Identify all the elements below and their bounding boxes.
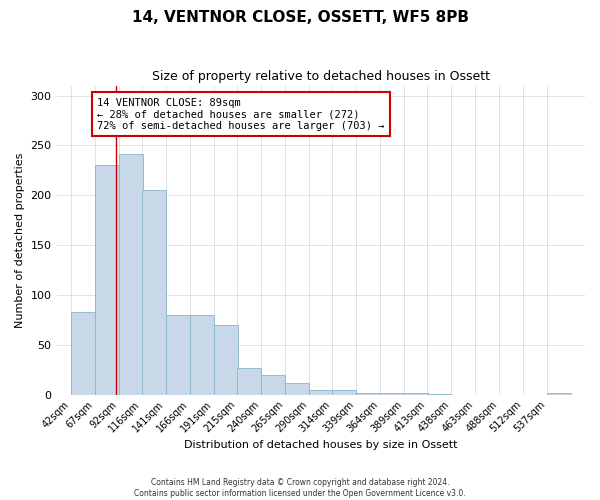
Text: 14 VENTNOR CLOSE: 89sqm
← 28% of detached houses are smaller (272)
72% of semi-d: 14 VENTNOR CLOSE: 89sqm ← 28% of detache… <box>97 98 385 130</box>
Bar <box>380 392 404 394</box>
Bar <box>214 325 238 394</box>
Bar <box>166 315 190 394</box>
Bar <box>309 390 333 394</box>
Bar <box>237 368 261 394</box>
Bar <box>356 392 380 394</box>
Text: 14, VENTNOR CLOSE, OSSETT, WF5 8PB: 14, VENTNOR CLOSE, OSSETT, WF5 8PB <box>131 10 469 25</box>
Y-axis label: Number of detached properties: Number of detached properties <box>15 152 25 328</box>
Bar <box>332 390 356 394</box>
Bar <box>261 374 285 394</box>
Bar <box>404 392 428 394</box>
Text: Contains HM Land Registry data © Crown copyright and database right 2024.
Contai: Contains HM Land Registry data © Crown c… <box>134 478 466 498</box>
Bar <box>71 312 95 394</box>
Bar <box>547 392 571 394</box>
Bar <box>119 154 143 394</box>
Bar <box>190 315 214 394</box>
Title: Size of property relative to detached houses in Ossett: Size of property relative to detached ho… <box>152 70 490 83</box>
Bar <box>285 382 309 394</box>
Bar <box>142 190 166 394</box>
X-axis label: Distribution of detached houses by size in Ossett: Distribution of detached houses by size … <box>184 440 458 450</box>
Bar <box>95 166 119 394</box>
